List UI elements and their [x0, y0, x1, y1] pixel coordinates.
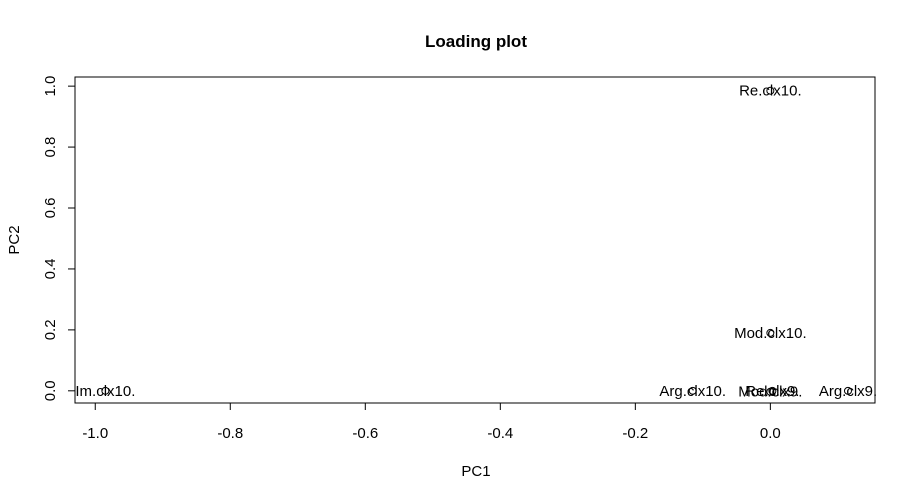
y-axis: 0.0 0.2 0.4 0.6 0.8 1.0 [42, 76, 76, 401]
data-point [101, 386, 110, 395]
data-point [766, 387, 775, 396]
point-label: Mod.clx9. [738, 384, 802, 401]
data-point [688, 386, 697, 395]
point-label: Mod.clx10. [734, 325, 807, 342]
point-label: Re.clx10. [739, 83, 802, 100]
y-tick-label: 0.0 [42, 380, 59, 401]
y-tick-label: 0.6 [42, 198, 59, 219]
data-point [843, 386, 852, 395]
point-label: Arg.clx9. [819, 383, 877, 400]
x-axis: -1.0 -0.8 -0.6 -0.4 -0.2 0.0 [82, 402, 781, 442]
x-axis-label: PC1 [461, 463, 490, 480]
x-tick-label: -0.8 [217, 425, 243, 442]
data-points: Re.clx10. Mod.clx10. Im.clx10. Arg.clx10. Re… [75, 83, 877, 401]
data-point [766, 86, 775, 95]
y-tick-label: 0.2 [42, 319, 59, 340]
y-tick-label: 0.8 [42, 137, 59, 158]
x-tick-label: -0.2 [622, 425, 648, 442]
data-point [766, 328, 775, 337]
y-tick-label: 1.0 [42, 76, 59, 97]
x-tick-label: -0.6 [352, 425, 378, 442]
y-tick-label: 0.4 [42, 259, 59, 280]
point-label: Arg.clx10. [659, 383, 726, 400]
point-label: Im.clx10. [75, 383, 135, 400]
chart-title: Loading plot [425, 32, 527, 51]
x-tick-label: -1.0 [82, 425, 108, 442]
y-axis-label: PC2 [6, 225, 23, 254]
x-tick-label: 0.0 [760, 425, 781, 442]
x-tick-label: -0.4 [487, 425, 513, 442]
point-label: Re.clx9. [745, 383, 799, 400]
